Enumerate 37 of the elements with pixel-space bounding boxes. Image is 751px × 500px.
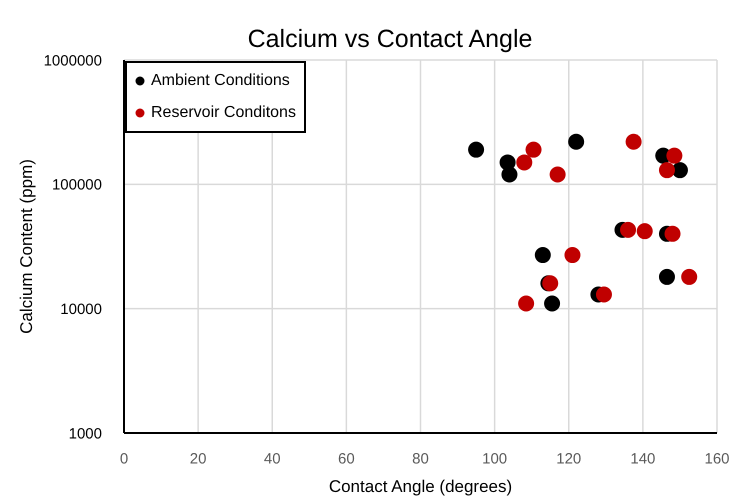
y-axis-title: Calcium Content (ppm) bbox=[17, 159, 36, 334]
point bbox=[681, 268, 698, 285]
y-tick-label: 100000 bbox=[52, 176, 102, 194]
point bbox=[526, 142, 542, 158]
x-axis-title: Contact Angle (degrees) bbox=[328, 477, 512, 496]
point bbox=[568, 134, 584, 150]
x-tick-label: 160 bbox=[704, 450, 730, 468]
x-tick-label: 140 bbox=[630, 450, 656, 468]
chart-title: Calcium vs Contact Angle bbox=[246, 24, 534, 54]
x-tick-label: 0 bbox=[120, 450, 128, 468]
x-tick-label: 60 bbox=[338, 450, 355, 468]
legend-label: Ambient Conditions bbox=[151, 72, 290, 90]
point bbox=[664, 226, 681, 242]
point bbox=[636, 223, 653, 240]
y-tick-label: 1000000 bbox=[44, 52, 102, 70]
x-tick-label: 20 bbox=[190, 450, 206, 468]
point bbox=[468, 142, 484, 158]
point bbox=[518, 296, 534, 312]
y-tick-label: 1000 bbox=[68, 425, 102, 442]
point bbox=[620, 222, 636, 238]
point bbox=[550, 166, 566, 182]
x-tick-label: 40 bbox=[264, 450, 281, 468]
point bbox=[544, 296, 560, 312]
point bbox=[534, 247, 551, 264]
y-tick-label: 10000 bbox=[60, 300, 102, 318]
x-tick-label: 100 bbox=[482, 450, 508, 468]
point bbox=[596, 286, 612, 302]
legend-label: Reservoir Conditons bbox=[151, 104, 296, 122]
point bbox=[564, 247, 580, 264]
point bbox=[626, 134, 642, 150]
point bbox=[658, 162, 675, 178]
point bbox=[658, 268, 675, 285]
point bbox=[516, 154, 532, 170]
point bbox=[666, 148, 682, 164]
point bbox=[501, 166, 518, 182]
x-tick-label: 120 bbox=[556, 450, 582, 468]
x-tick-label: 80 bbox=[412, 450, 429, 468]
